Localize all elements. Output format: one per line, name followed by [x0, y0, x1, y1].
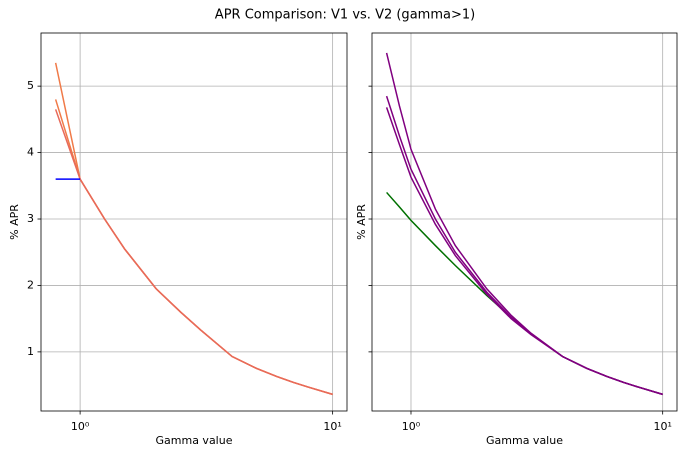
- axes-frame: [40, 32, 348, 412]
- y-axis-label: % APR: [355, 204, 368, 240]
- axes-frame: [371, 32, 678, 412]
- y-tick-label: 4: [27, 146, 34, 159]
- y-tick-label: 3: [27, 212, 34, 225]
- x-tick-label: 10⁰: [71, 420, 90, 433]
- y-tick-label: 2: [27, 278, 34, 291]
- x-axis-label: Gamma value: [486, 434, 563, 447]
- x-tick-label: 10¹: [323, 420, 341, 433]
- series-line: [54, 109, 333, 396]
- x-axis-label: Gamma value: [156, 434, 233, 447]
- y-axis-label: % APR: [8, 204, 21, 240]
- y-tick-label: 5: [27, 79, 34, 92]
- x-tick-label: 10¹: [653, 420, 671, 433]
- series-line: [385, 107, 663, 396]
- y-tick-label: 1: [27, 345, 34, 358]
- figure-title: APR Comparison: V1 vs. V2 (gamma>1): [215, 8, 475, 23]
- x-tick-label: 10⁰: [402, 420, 421, 433]
